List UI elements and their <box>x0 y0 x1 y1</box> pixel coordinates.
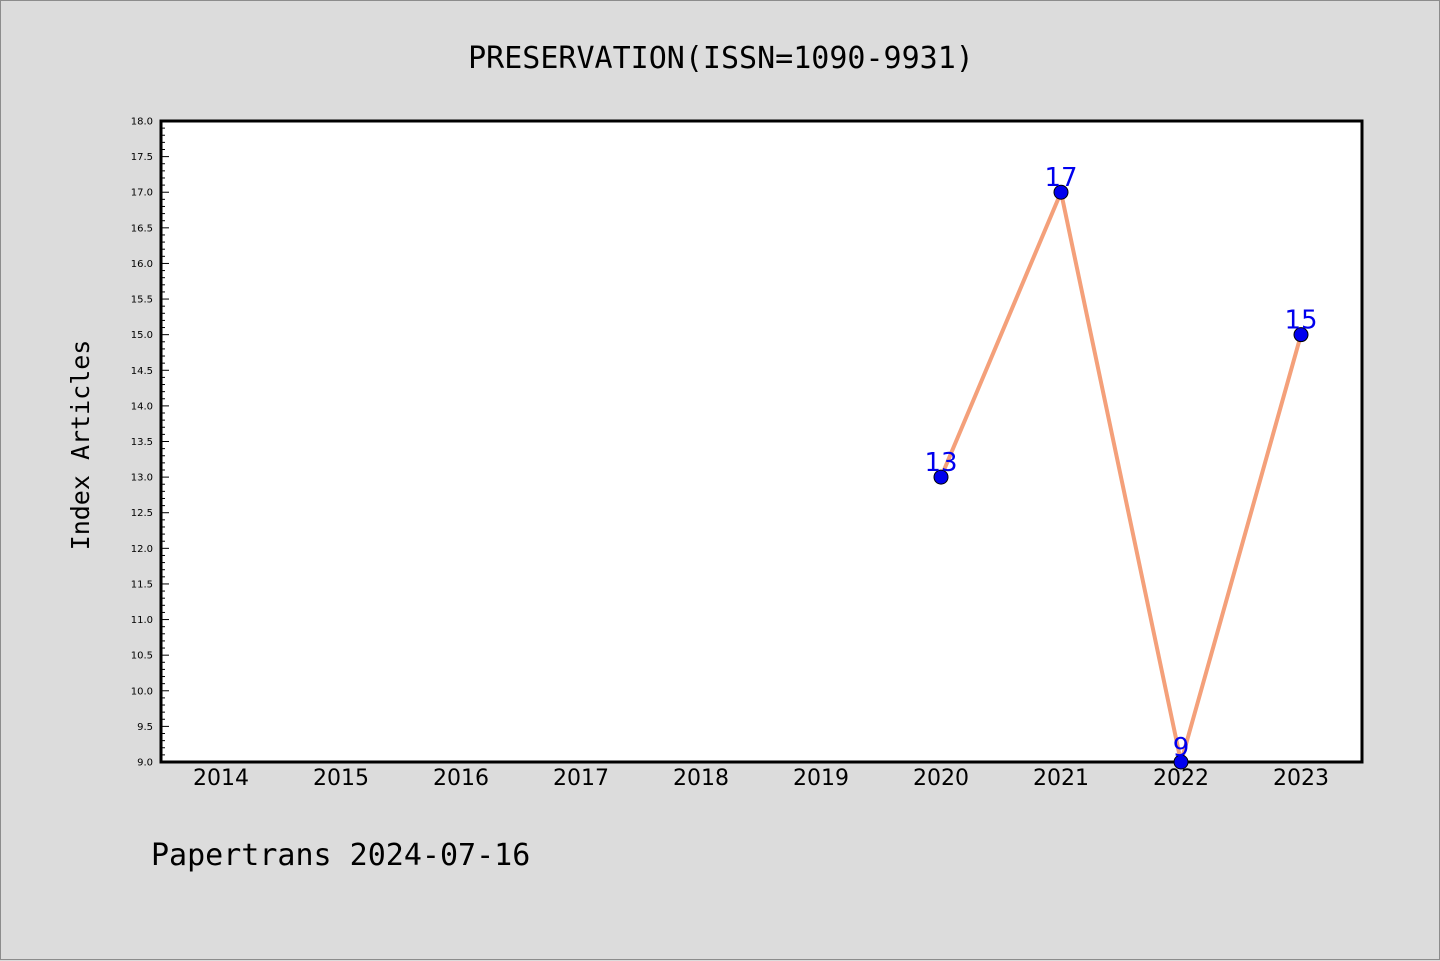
y-tick-label: 11.0 <box>131 615 153 626</box>
y-tick-label: 12.5 <box>131 508 153 519</box>
series-line <box>939 190 1303 764</box>
y-tick-label: 9.0 <box>137 758 153 769</box>
y-tick-label: 16.0 <box>131 259 153 270</box>
y-tick-label: 10.5 <box>131 651 153 662</box>
x-tick-label: 2019 <box>793 766 849 791</box>
y-tick-label: 18.0 <box>131 117 153 128</box>
y-tick-label: 14.0 <box>131 401 153 412</box>
y-axis-label: Index Articles <box>66 340 95 551</box>
x-tick-label: 2017 <box>553 766 609 791</box>
chart-title: PRESERVATION(ISSN=1090-9931) <box>468 41 974 76</box>
y-axis: 9.0 9.5 10.0 10.5 11.0 11.5 12.0 12.5 13.0 13.5 14… <box>131 117 169 769</box>
data-point <box>1293 327 1309 343</box>
y-tick-label: 12.0 <box>131 544 153 555</box>
x-tick-label: 2022 <box>1153 766 1209 791</box>
x-tick-label: 2015 <box>313 766 369 791</box>
y-tick-label: 14.5 <box>131 366 153 377</box>
x-tick-label: 2021 <box>1033 766 1089 791</box>
data-label: 9 <box>1173 733 1190 763</box>
y-tick-label: 9.5 <box>137 722 153 733</box>
data-point <box>1053 184 1069 200</box>
series-layer: 13 17 9 15 <box>924 163 1318 770</box>
y-tick-label: 13.0 <box>131 473 153 484</box>
x-axis: 2014 2015 2016 2017 2018 2019 2020 2021 2022 2023 <box>193 766 1329 791</box>
data-label: 17 <box>1044 163 1077 193</box>
y-tick-label: 11.5 <box>131 579 153 590</box>
plot-area <box>159 119 1364 764</box>
data-point <box>933 469 949 485</box>
data-point <box>1173 754 1189 770</box>
y-tick-label: 15.5 <box>131 295 153 306</box>
y-tick-label: 15.0 <box>131 330 153 341</box>
x-tick-label: 2014 <box>193 766 249 791</box>
y-tick-label: 16.5 <box>131 223 153 234</box>
y-tick-label: 17.0 <box>131 188 153 199</box>
x-tick-label: 2016 <box>433 766 489 791</box>
data-label: 15 <box>1284 306 1317 336</box>
y-tick-label: 17.5 <box>131 152 153 163</box>
x-tick-label: 2020 <box>913 766 969 791</box>
y-tick-label: 13.5 <box>131 437 153 448</box>
footer-date-caption: Papertrans 2024-07-16 <box>151 838 530 873</box>
data-label: 13 <box>924 448 957 478</box>
x-tick-label: 2018 <box>673 766 729 791</box>
x-tick-label: 2023 <box>1273 766 1329 791</box>
y-tick-label: 10.0 <box>131 686 153 697</box>
